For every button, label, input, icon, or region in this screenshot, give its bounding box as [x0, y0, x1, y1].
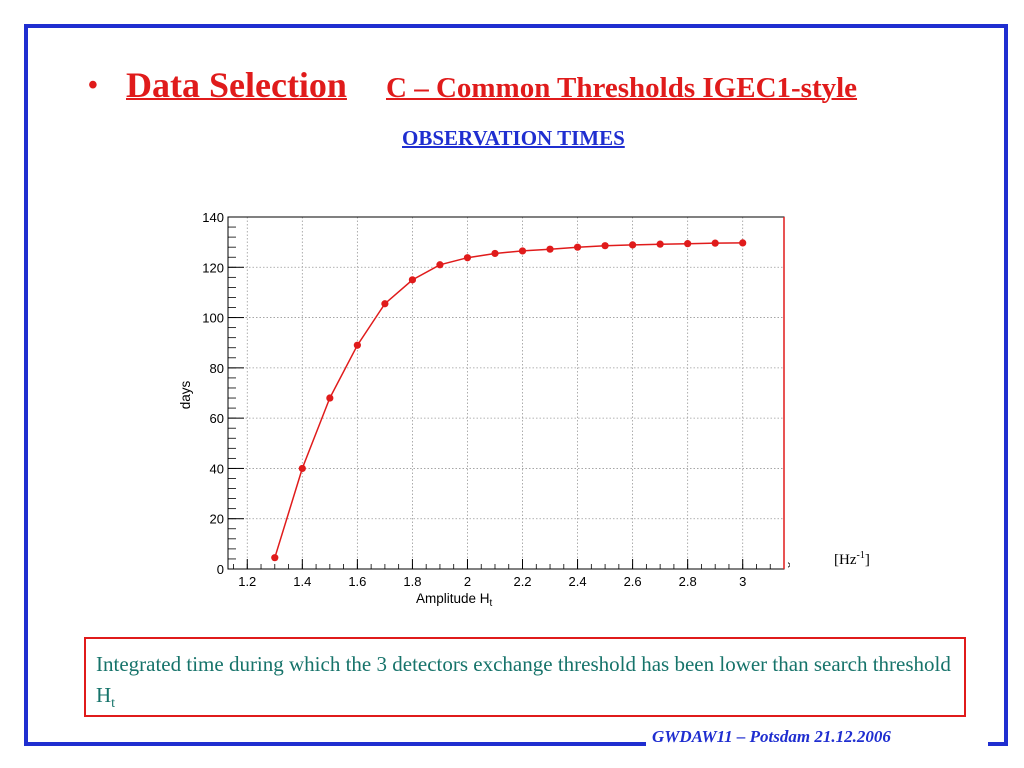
y-tick-label: 60: [210, 411, 224, 426]
x-tick-label: 2.8: [679, 574, 697, 589]
x-tick-label: 2.2: [513, 574, 531, 589]
x-axis-exponent: ×10-21: [787, 557, 790, 572]
y-tick-label: 80: [210, 361, 224, 376]
data-point: [546, 245, 554, 253]
data-point: [629, 241, 637, 249]
x-tick-label: 1.2: [238, 574, 256, 589]
data-point: [436, 261, 444, 269]
data-point: [711, 239, 719, 247]
x-tick-label: 2.6: [624, 574, 642, 589]
y-tick-label: 40: [210, 461, 224, 476]
axis-ticks: [228, 216, 771, 570]
x-tick-label: 2.4: [569, 574, 587, 589]
data-point: [271, 554, 279, 562]
x-tick-label: 2: [464, 574, 471, 589]
data-point: [573, 243, 582, 251]
frame-border-bottom-right: [988, 742, 1008, 746]
x-tick-label: 3: [739, 574, 746, 589]
frame-border-left: [24, 24, 28, 746]
data-point: [298, 464, 306, 473]
y-tick-label: 0: [217, 562, 224, 577]
series-points: [271, 239, 747, 562]
data-point: [491, 249, 499, 258]
x-tick-label: 1.4: [293, 574, 311, 589]
x-axis-unit: [Hz-1]: [834, 550, 870, 568]
caption-box: Integrated time during which the 3 detec…: [84, 637, 966, 717]
y-tick-label: 140: [202, 210, 224, 225]
data-point: [381, 300, 389, 308]
data-point: [353, 341, 361, 349]
x-tick-labels: 1.2 1.4 1.6 1.8 2 2.2 2.4 2.6 2.8 3: [238, 574, 746, 589]
y-tick-label: 120: [202, 260, 224, 275]
x-tick-label: 1.6: [348, 574, 366, 589]
title-bullet: •: [88, 70, 98, 101]
plot-frame: [227, 216, 785, 570]
y-tick-label: 100: [202, 311, 224, 326]
y-axis-label: days: [180, 380, 193, 409]
data-point: [739, 239, 747, 247]
x-tick-label: 1.8: [403, 574, 421, 589]
frame-border-bottom-left: [24, 742, 646, 746]
data-point: [326, 394, 334, 402]
series-line: [274, 242, 743, 558]
caption-subscript: t: [111, 696, 116, 712]
data-point: [463, 254, 472, 262]
data-point: [518, 247, 527, 255]
observation-times-chart: 1.2 1.4 1.6 1.8 2 2.2 2.4 2.6 2.8 3 0 20 40 60 80 100 1…: [180, 210, 790, 609]
footer-text: GWDAW11 – Potsdam 21.12.2006: [652, 727, 891, 746]
frame-border-right: [1004, 24, 1008, 746]
y-tick-labels: 0 20 40 60 80 100 120 140: [202, 210, 224, 577]
slide-title-sub: C – Common Thresholds IGEC1-style: [386, 72, 858, 104]
slide-subtitle: OBSERVATION TIMES: [402, 126, 625, 150]
data-point: [656, 240, 664, 248]
frame-border-top: [24, 24, 1008, 28]
y-tick-label: 20: [210, 512, 224, 527]
data-point: [684, 240, 692, 248]
chart-grid: [228, 217, 784, 569]
caption-text: Integrated time during which the 3 detec…: [96, 652, 951, 707]
data-point: [601, 242, 609, 250]
slide-title: Data Selection: [126, 65, 347, 105]
x-axis-label: Amplitude Ht: [416, 591, 493, 609]
data-point: [408, 276, 417, 284]
